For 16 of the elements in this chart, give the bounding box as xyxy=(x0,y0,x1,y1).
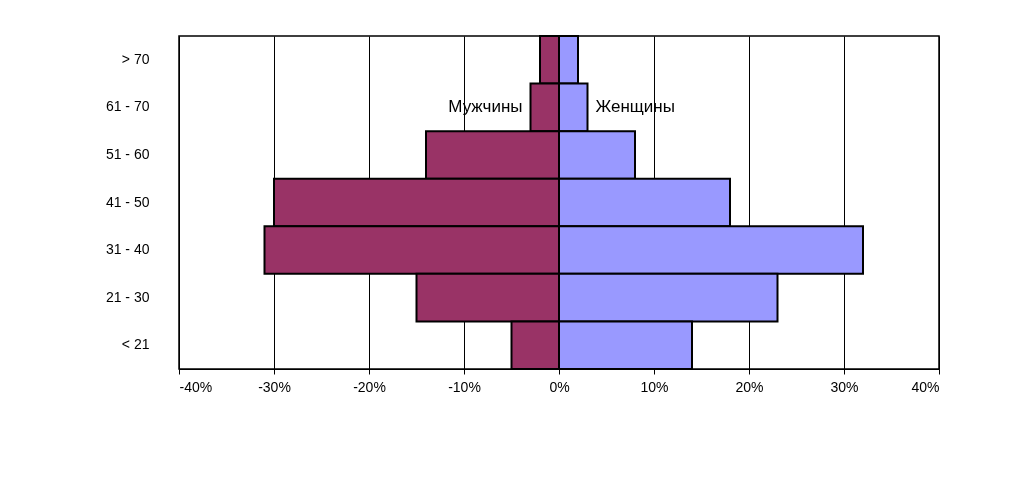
x-tick-label: 0% xyxy=(549,378,570,395)
y-tick-label: > 70 xyxy=(121,50,150,67)
y-tick-label: 51 - 60 xyxy=(105,145,150,162)
y-tick-label: < 21 xyxy=(121,336,150,353)
x-tick-label: 10% xyxy=(640,378,669,395)
y-tick-label: 31 - 40 xyxy=(105,241,150,258)
y-tick-label: 61 - 70 xyxy=(105,98,150,115)
x-tick-label: -40% xyxy=(179,378,213,395)
y-tick-label: 41 - 50 xyxy=(105,193,150,210)
x-tick-label: 20% xyxy=(735,378,764,395)
x-tick-label: 30% xyxy=(830,378,859,395)
x-tick-label: -10% xyxy=(448,378,481,395)
x-tick-label: -20% xyxy=(353,378,386,395)
y-tick-label: 21 - 30 xyxy=(105,288,150,305)
x-tick-label: 40% xyxy=(911,378,940,395)
x-tick-label: -30% xyxy=(258,378,291,395)
